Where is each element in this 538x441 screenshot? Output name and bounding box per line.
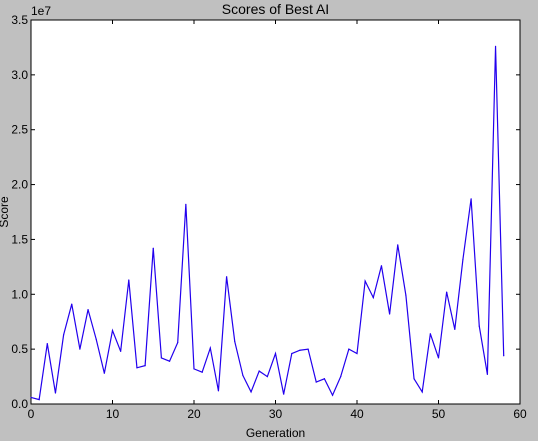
x-tick-label: 60 <box>513 407 527 421</box>
data-point <box>299 349 301 351</box>
data-point <box>437 357 440 359</box>
data-point <box>79 348 81 350</box>
data-point <box>340 375 342 378</box>
data-point <box>462 258 464 260</box>
data-point <box>54 392 57 394</box>
data-point <box>242 374 244 377</box>
data-point <box>63 334 65 336</box>
y-tick-label: 0.5 <box>11 342 28 356</box>
data-point <box>389 313 391 315</box>
y-tick-label: 0.0 <box>11 397 28 411</box>
data-point <box>193 368 195 370</box>
data-point <box>136 367 138 369</box>
data-point <box>185 203 187 205</box>
data-point <box>71 303 73 305</box>
data-point <box>413 378 415 380</box>
data-point <box>478 325 480 327</box>
x-tick-label: 10 <box>106 407 120 421</box>
y-tick-label: 2.0 <box>11 178 28 192</box>
data-point <box>95 338 97 340</box>
y-tick-label: 2.5 <box>11 123 28 137</box>
data-point <box>283 393 285 395</box>
data-point <box>209 347 211 349</box>
data-point <box>331 394 334 396</box>
data-point <box>429 333 431 335</box>
data-point <box>103 372 105 374</box>
data-point <box>470 198 472 200</box>
chart-title: Scores of Best AI <box>222 1 329 17</box>
data-point <box>348 348 350 350</box>
data-point <box>372 296 374 299</box>
y-tick-label: 1.5 <box>11 232 28 246</box>
data-point <box>486 373 488 375</box>
plot-area <box>30 19 521 405</box>
data-point <box>30 396 32 399</box>
x-tick-label: 0 <box>28 407 35 421</box>
data-point <box>144 365 146 367</box>
data-point <box>454 328 456 330</box>
data-point <box>494 45 497 47</box>
data-point <box>397 244 399 246</box>
x-tick-label: 40 <box>350 407 364 421</box>
data-point <box>266 375 268 378</box>
x-tick-label: 50 <box>432 407 446 421</box>
data-point <box>380 265 383 267</box>
data-point <box>46 343 48 345</box>
x-axis-title: Generation <box>246 426 305 440</box>
x-tick-label: 20 <box>187 407 201 421</box>
y-axis-offset-label: 1e7 <box>31 4 51 18</box>
data-point <box>250 391 252 393</box>
data-point <box>446 291 448 293</box>
data-point <box>226 276 228 278</box>
data-point <box>111 329 114 332</box>
data-point <box>128 279 130 281</box>
data-point <box>274 352 277 355</box>
data-point <box>405 294 407 296</box>
data-point <box>364 280 366 282</box>
data-point <box>87 309 89 311</box>
axis-ticks: 0 10 20 30 40 50 60 0.0 0.5 1.0 1.5 2.0 2.5 3.0 3.5 <box>11 13 527 421</box>
data-point <box>503 355 505 357</box>
data-point <box>201 371 203 373</box>
data-point <box>38 399 40 401</box>
data-series <box>30 45 505 401</box>
data-point <box>421 391 423 393</box>
data-point <box>168 360 171 362</box>
data-point <box>152 247 154 249</box>
data-point <box>217 390 220 392</box>
data-point <box>160 357 162 359</box>
data-point <box>315 381 317 383</box>
y-tick-label: 1.0 <box>11 287 28 301</box>
data-point <box>234 340 236 343</box>
data-point <box>323 378 325 380</box>
y-tick-label: 3.5 <box>11 13 28 27</box>
data-point <box>258 370 260 372</box>
data-point <box>356 352 358 355</box>
data-point <box>307 348 309 350</box>
y-axis-title: Score <box>0 196 11 228</box>
data-point <box>120 350 122 352</box>
data-point <box>291 352 293 355</box>
y-tick-label: 3.0 <box>11 68 28 82</box>
data-point <box>177 341 179 344</box>
x-tick-label: 30 <box>269 407 283 421</box>
